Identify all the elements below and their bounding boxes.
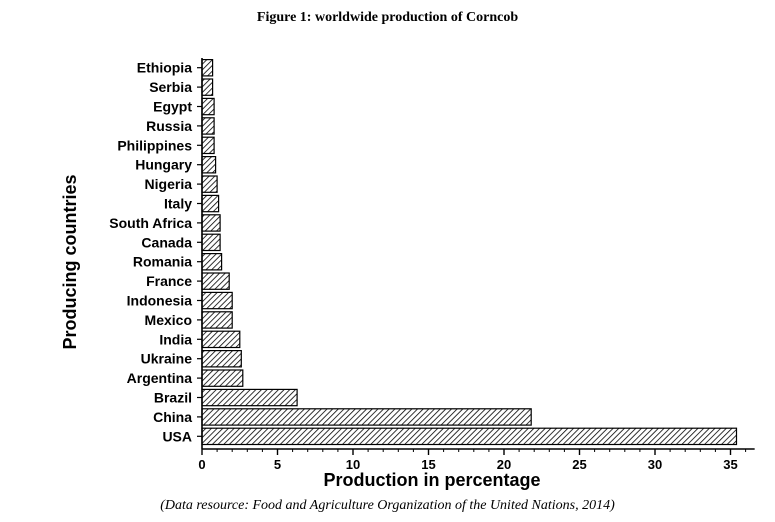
category-label-italy: Italy	[164, 196, 192, 212]
x-tick-label-0: 0	[198, 457, 205, 472]
category-label-russia: Russia	[146, 118, 192, 134]
category-label-france: France	[146, 273, 192, 289]
x-tick-label-35: 35	[723, 457, 737, 472]
category-label-ethiopia: Ethiopia	[137, 60, 192, 76]
category-label-ukraine: Ukraine	[141, 351, 193, 367]
bar-china	[201, 408, 532, 426]
x-tick-label-25: 25	[572, 457, 586, 472]
bar-romania	[201, 253, 223, 271]
figure-caption: (Data resource: Food and Agriculture Org…	[160, 498, 615, 513]
bar-italy	[201, 194, 220, 213]
bar-usa	[201, 427, 738, 446]
category-label-indonesia: Indonesia	[127, 293, 193, 309]
bar-russia	[201, 117, 215, 135]
bar-mexico	[201, 311, 233, 329]
category-label-canada: Canada	[141, 234, 192, 250]
bar-egypt	[201, 97, 215, 116]
category-label-philippines: Philippines	[117, 137, 192, 153]
category-label-china: China	[153, 409, 192, 425]
bar-nigeria	[201, 175, 218, 193]
bar-philippines	[201, 136, 215, 155]
bar-brazil	[201, 388, 298, 407]
category-label-india: India	[159, 331, 192, 347]
x-axis-title: Production in percentage	[323, 470, 540, 490]
category-label-romania: Romania	[133, 254, 192, 270]
bar-india	[201, 330, 241, 349]
x-tick-label-30: 30	[648, 457, 662, 472]
bar-indonesia	[201, 291, 233, 310]
bar-canada	[201, 233, 221, 252]
bar-ukraine	[201, 350, 242, 368]
category-label-egypt: Egypt	[153, 99, 192, 115]
category-label-nigeria: Nigeria	[145, 176, 193, 192]
y-axis-title: Producing countries	[60, 174, 80, 349]
category-label-mexico: Mexico	[145, 312, 192, 328]
bar-argentina	[201, 369, 244, 387]
category-label-usa: USA	[162, 428, 192, 444]
bar-south-africa	[201, 214, 221, 232]
category-label-argentina: Argentina	[127, 370, 193, 386]
x-tick-label-20: 20	[497, 457, 511, 472]
x-tick-label-15: 15	[421, 457, 435, 472]
bar-serbia	[201, 78, 214, 96]
category-label-brazil: Brazil	[154, 390, 192, 406]
category-label-south-africa: South Africa	[109, 215, 192, 231]
x-tick-label-5: 5	[274, 457, 281, 472]
category-label-hungary: Hungary	[135, 157, 192, 173]
bar-hungary	[201, 156, 217, 174]
bar-ethiopia	[201, 58, 214, 77]
bar-france	[201, 272, 230, 290]
x-tick-label-10: 10	[346, 457, 360, 472]
category-label-serbia: Serbia	[149, 79, 192, 95]
figure-title: Figure 1: worldwide production of Cornco…	[256, 10, 519, 25]
